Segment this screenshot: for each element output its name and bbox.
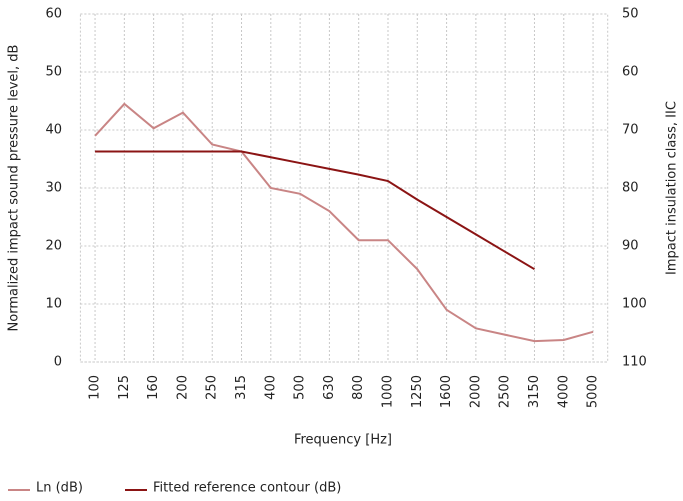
legend-label: Fitted reference contour (dB) [153,481,341,496]
y-tick-label: 0 [54,355,62,370]
y-tick-label: 20 [45,239,62,254]
x-tick-label: 160 [146,375,161,400]
y2-tick-label: 100 [622,297,647,312]
y2-tick-label: 70 [622,123,639,138]
legend-label: Ln (dB) [36,481,83,496]
series-line [94,102,594,343]
y2-tick-label: 60 [622,65,639,80]
x-tick-label: 400 [263,375,278,400]
x-tick-label: 250 [205,375,220,400]
x-tick-label: 125 [117,375,132,400]
y-tick-label: 40 [45,123,62,138]
x-tick-label: 2500 [498,375,513,408]
x-tick-label: 315 [234,375,249,400]
y-tick-label: 10 [45,297,62,312]
x-tick-label: 2000 [468,375,483,408]
x-tick-label: 630 [322,375,337,400]
y-axis-title: Normalized impact sound pressure level, … [7,45,22,332]
x-tick-label: 1600 [439,375,454,408]
x-tick-label: 4000 [556,375,571,408]
y2-tick-label: 90 [622,239,639,254]
x-tick-label: 3150 [527,375,542,408]
y2-axis-title: Impact insulation class, IIC [665,101,680,275]
x-axis-title: Frequency [Hz] [294,433,392,448]
y-tick-label: 50 [45,65,62,80]
x-tick-label: 1000 [380,375,395,408]
x-tick-label: 100 [88,375,103,400]
x-tick-label: 500 [293,375,308,400]
y2-tick-label: 50 [622,7,639,22]
x-tick-label: 5000 [586,375,601,408]
x-tick-label: 1250 [410,375,425,408]
y2-tick-label: 80 [622,181,639,196]
y-tick-label: 30 [45,181,62,196]
y2-tick-label: 110 [622,355,647,370]
x-tick-label: 800 [351,375,366,400]
plot-frame [79,13,609,363]
x-tick-label: 200 [175,375,190,400]
y-tick-label: 60 [45,7,62,22]
series-line [95,150,535,271]
